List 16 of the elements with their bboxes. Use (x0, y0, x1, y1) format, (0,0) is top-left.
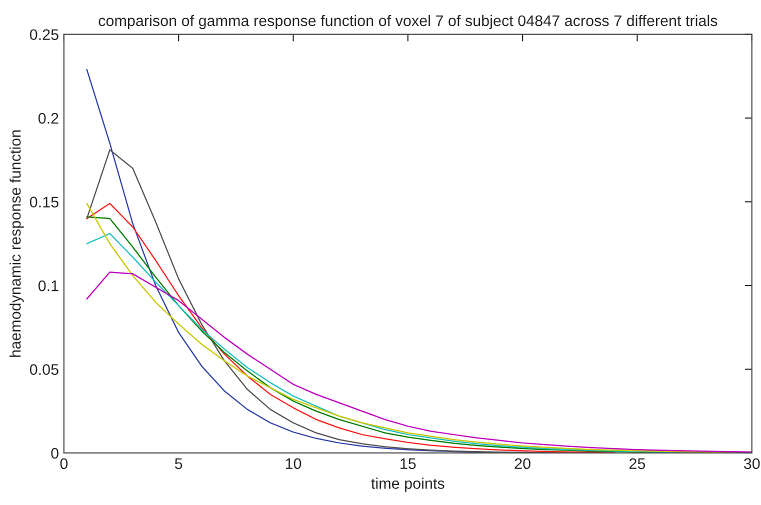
chart-title: comparison of gamma response function of voxel 7 of subject 04847 across 7 different trials (98, 14, 718, 30)
x-tick-label: 10 (286, 458, 302, 470)
x-tick-label: 15 (400, 458, 416, 470)
x-tick-label: 30 (744, 458, 760, 470)
y-tick-label: 0.2 (38, 112, 58, 124)
y-axis-title: haemodynamic response function (10, 130, 24, 357)
y-tick-label: 0 (51, 448, 58, 459)
x-tick-label: 0 (60, 458, 68, 470)
x-tick-label: 20 (514, 458, 530, 470)
x-tick-label: 5 (174, 458, 182, 470)
x-axis-title: time points (371, 478, 444, 492)
y-tick-label: 0.05 (30, 364, 58, 375)
y-tick-label: 0.1 (38, 280, 58, 292)
x-tick-label: 25 (629, 458, 646, 470)
y-tick-label: 0.25 (30, 29, 58, 40)
y-tick-label: 0.15 (30, 196, 58, 208)
